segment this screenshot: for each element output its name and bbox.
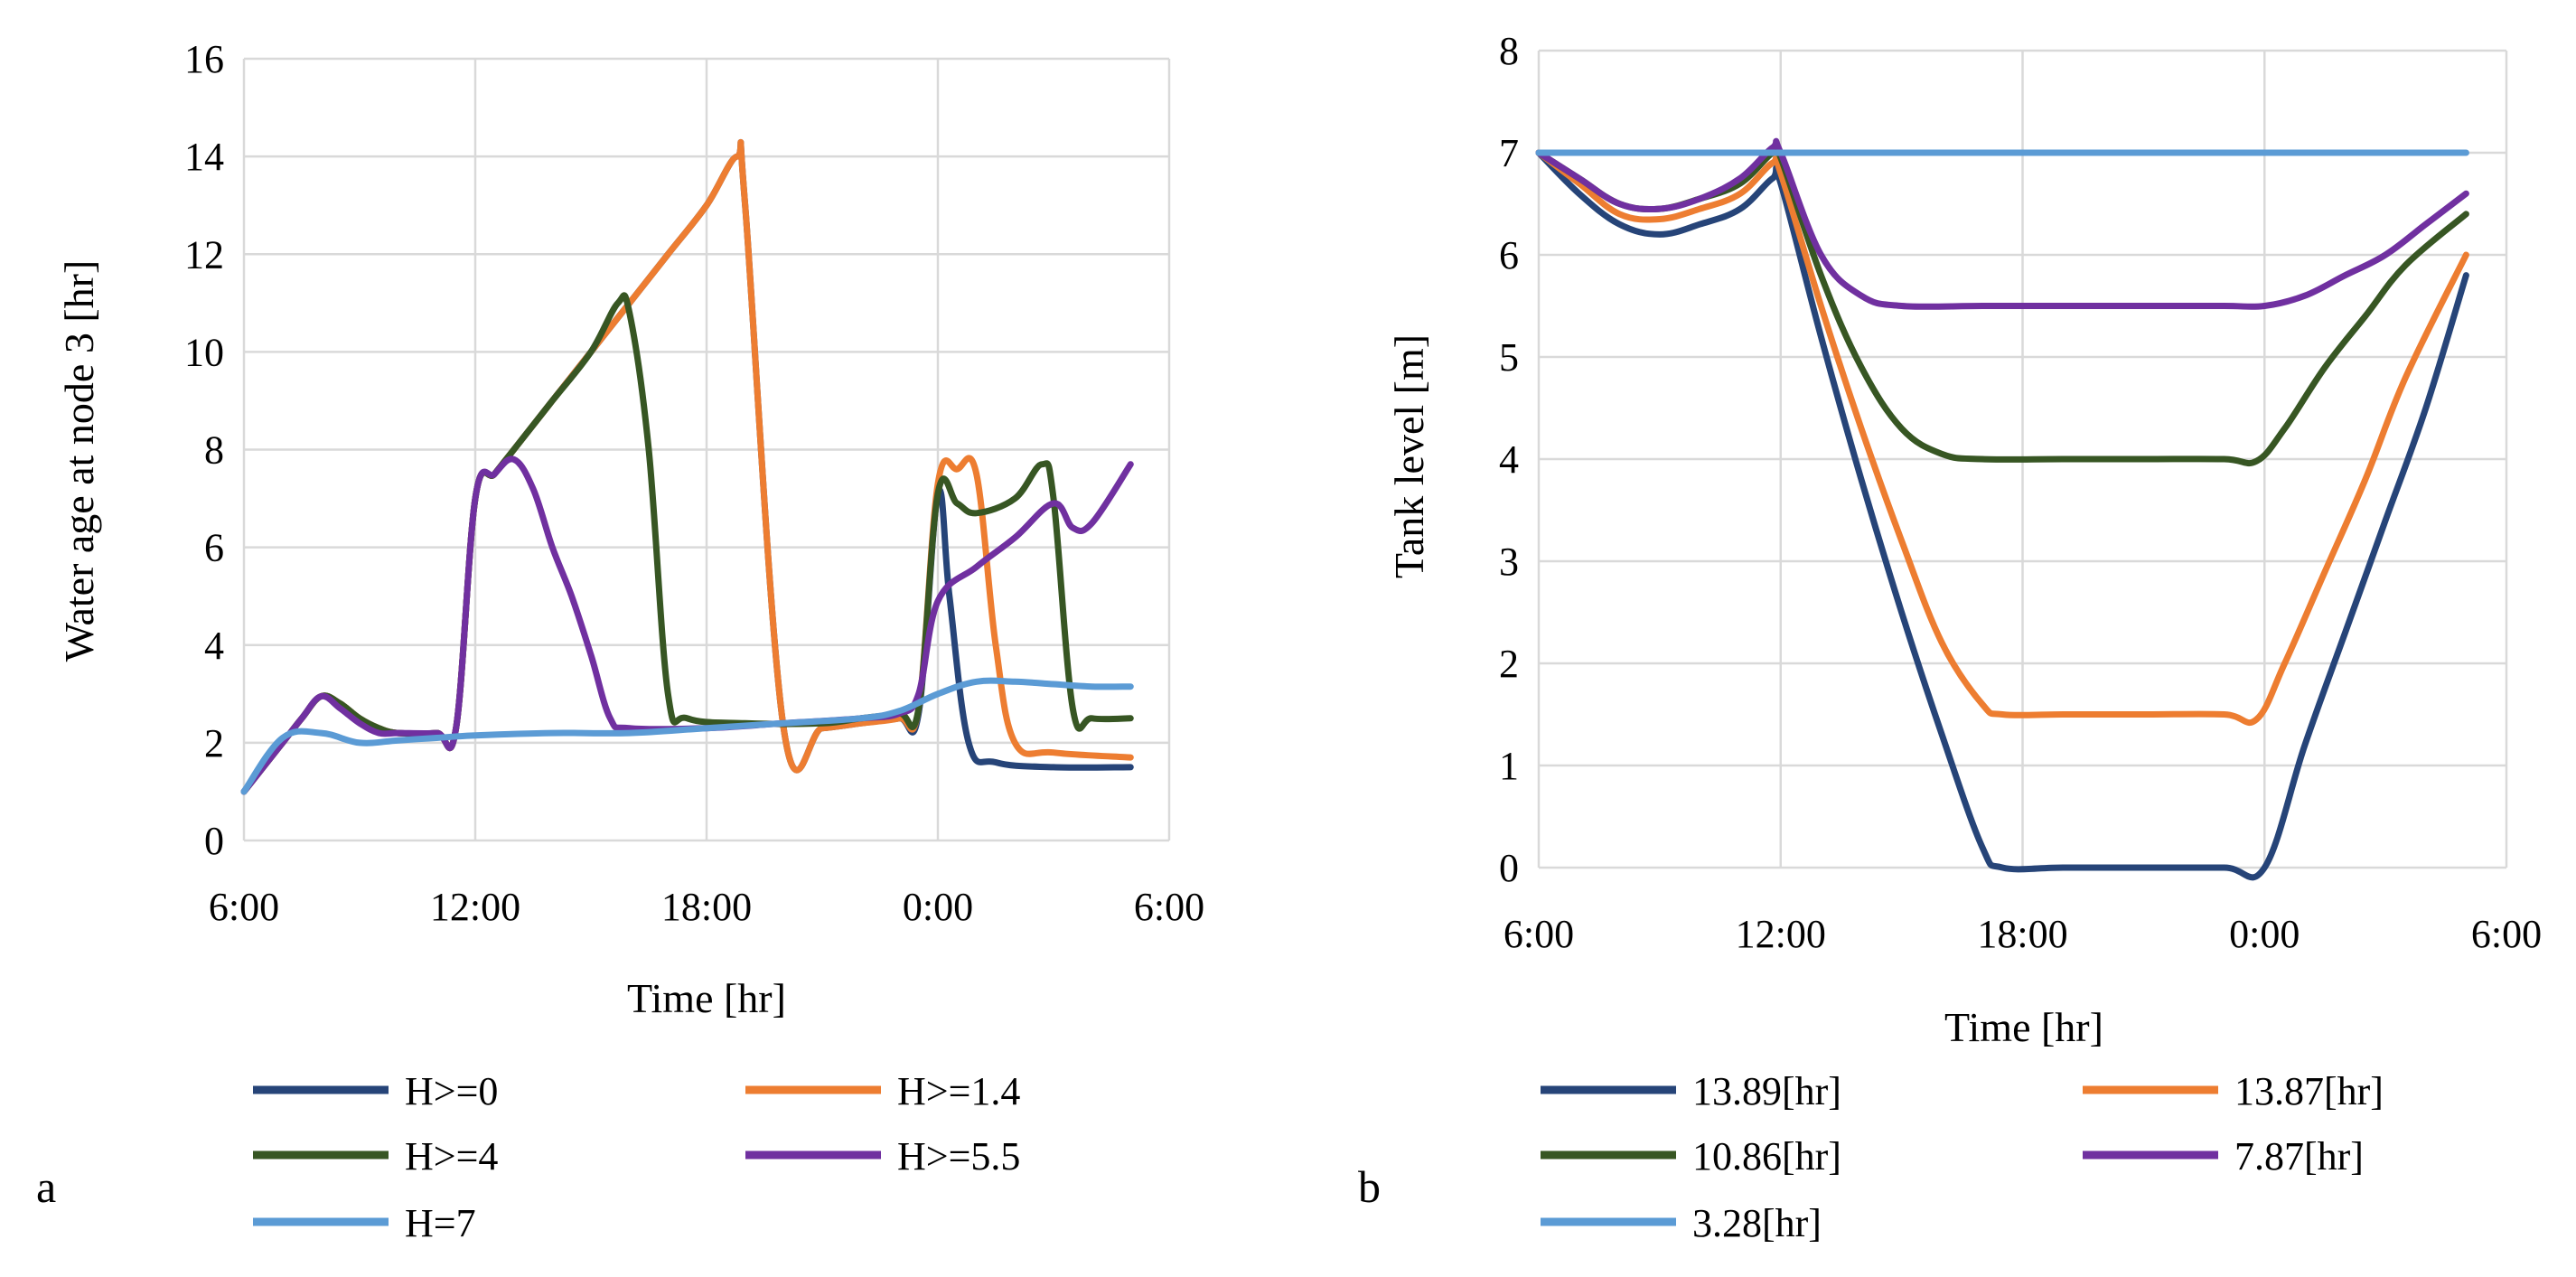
y-tick-label: 8 [204,428,224,473]
series-line-H>=4 [240,292,1134,795]
y-tick-label: 14 [184,135,224,179]
x-tick-label: 6:00 [1134,885,1204,929]
y-tick-label: 3 [1499,540,1519,584]
y-tick-label: 8 [1499,29,1519,73]
legend-entry: H>=5.5 [745,1134,1020,1178]
legend-b: 13.89[hr] 13.87[hr] 10.86[hr] 7.87[hr] 3.28[… [1541,1069,2384,1245]
y-tick-label: 10 [184,330,224,374]
series-line-H>=0 [240,138,1134,795]
panel-label-b: b [1358,1161,1381,1212]
legend-entry: H>=4 [253,1134,498,1178]
x-tick-label: 0:00 [903,885,973,929]
tick-labels-a: 0 2 4 6 8 10 12 14 16 6:00 12:00 18:00 0:00 6:00 [184,37,1204,929]
y-tick-label: 6 [1499,233,1519,277]
legend-entry: H=7 [253,1201,476,1245]
legend-label: H>=5.5 [897,1134,1020,1178]
series-line-H=7 [240,677,1134,795]
x-tick-label: 12:00 [1736,912,1826,956]
series-line-7.87[hr] [1535,137,2469,310]
series-line-13.87[hr] [1535,149,2469,727]
y-tick-label: 4 [1499,437,1519,482]
series-line-H>=1.4 [240,138,1134,795]
legend-a: H>=0 H>=1.4 H>=4 H>=5.5 H=7 [253,1069,1020,1245]
gridlines-a [242,57,1171,842]
y-tick-label: 12 [184,232,224,277]
panel-label-a: a [36,1161,56,1212]
y-axis-title-b: Tank level [m] [1386,334,1432,578]
legend-label: 3.28[hr] [1692,1201,1822,1245]
legend-entry: 13.87[hr] [2083,1069,2384,1113]
legend-entry: 3.28[hr] [1541,1201,1822,1245]
legend-entry: 10.86[hr] [1541,1134,1841,1178]
legend-label: 7.87[hr] [2234,1134,2364,1178]
x-tick-label: 0:00 [2229,912,2300,956]
chart-panel-b: 0 1 2 3 4 5 6 7 8 6:00 12:00 18:00 0:00 6:00 Tank lev… [1358,29,2542,1245]
series-line-H>=5.5 [240,455,1134,795]
x-tick-label: 6:00 [1503,912,1574,956]
y-axis-title-a: Water age at node 3 [hr] [56,260,102,662]
series-lines-b [1535,137,2469,881]
series-line-13.89[hr] [1535,149,2469,881]
x-tick-label: 18:00 [1977,912,2067,956]
legend-label: H=7 [405,1201,476,1245]
legend-label: 10.86[hr] [1692,1134,1841,1178]
y-tick-label: 5 [1499,335,1519,380]
legend-label: 13.87[hr] [2234,1069,2384,1113]
y-tick-label: 7 [1499,131,1519,175]
y-tick-label: 1 [1499,744,1519,788]
y-tick-label: 2 [1499,642,1519,686]
tick-labels-b: 0 1 2 3 4 5 6 7 8 6:00 12:00 18:00 0:00 6:00 [1499,29,2542,956]
legend-label: 13.89[hr] [1692,1069,1841,1113]
x-tick-label: 18:00 [661,885,752,929]
legend-label: H>=0 [405,1069,498,1113]
chart-panel-a: 0 2 4 6 8 10 12 14 16 6:00 12:00 18:00 0:00 6:00 Wate… [36,37,1204,1245]
legend-entry: H>=0 [253,1069,498,1113]
y-tick-label: 2 [204,721,224,765]
legend-entry: 7.87[hr] [2083,1134,2364,1178]
y-tick-label: 0 [1499,846,1519,890]
x-axis-title-a: Time [hr] [627,975,786,1021]
x-tick-label: 6:00 [2471,912,2542,956]
x-tick-label: 12:00 [430,885,520,929]
legend-label: H>=1.4 [897,1069,1020,1113]
x-tick-label: 6:00 [209,885,279,929]
x-axis-title-b: Time [hr] [1944,1004,2103,1050]
legend-entry: 13.89[hr] [1541,1069,1841,1113]
y-tick-label: 0 [204,819,224,863]
legend-label: H>=4 [405,1134,498,1178]
series-lines-a [240,138,1134,795]
y-tick-label: 6 [204,526,224,570]
legend-entry: H>=1.4 [745,1069,1020,1113]
y-tick-label: 4 [204,624,224,668]
y-tick-label: 16 [184,37,224,81]
